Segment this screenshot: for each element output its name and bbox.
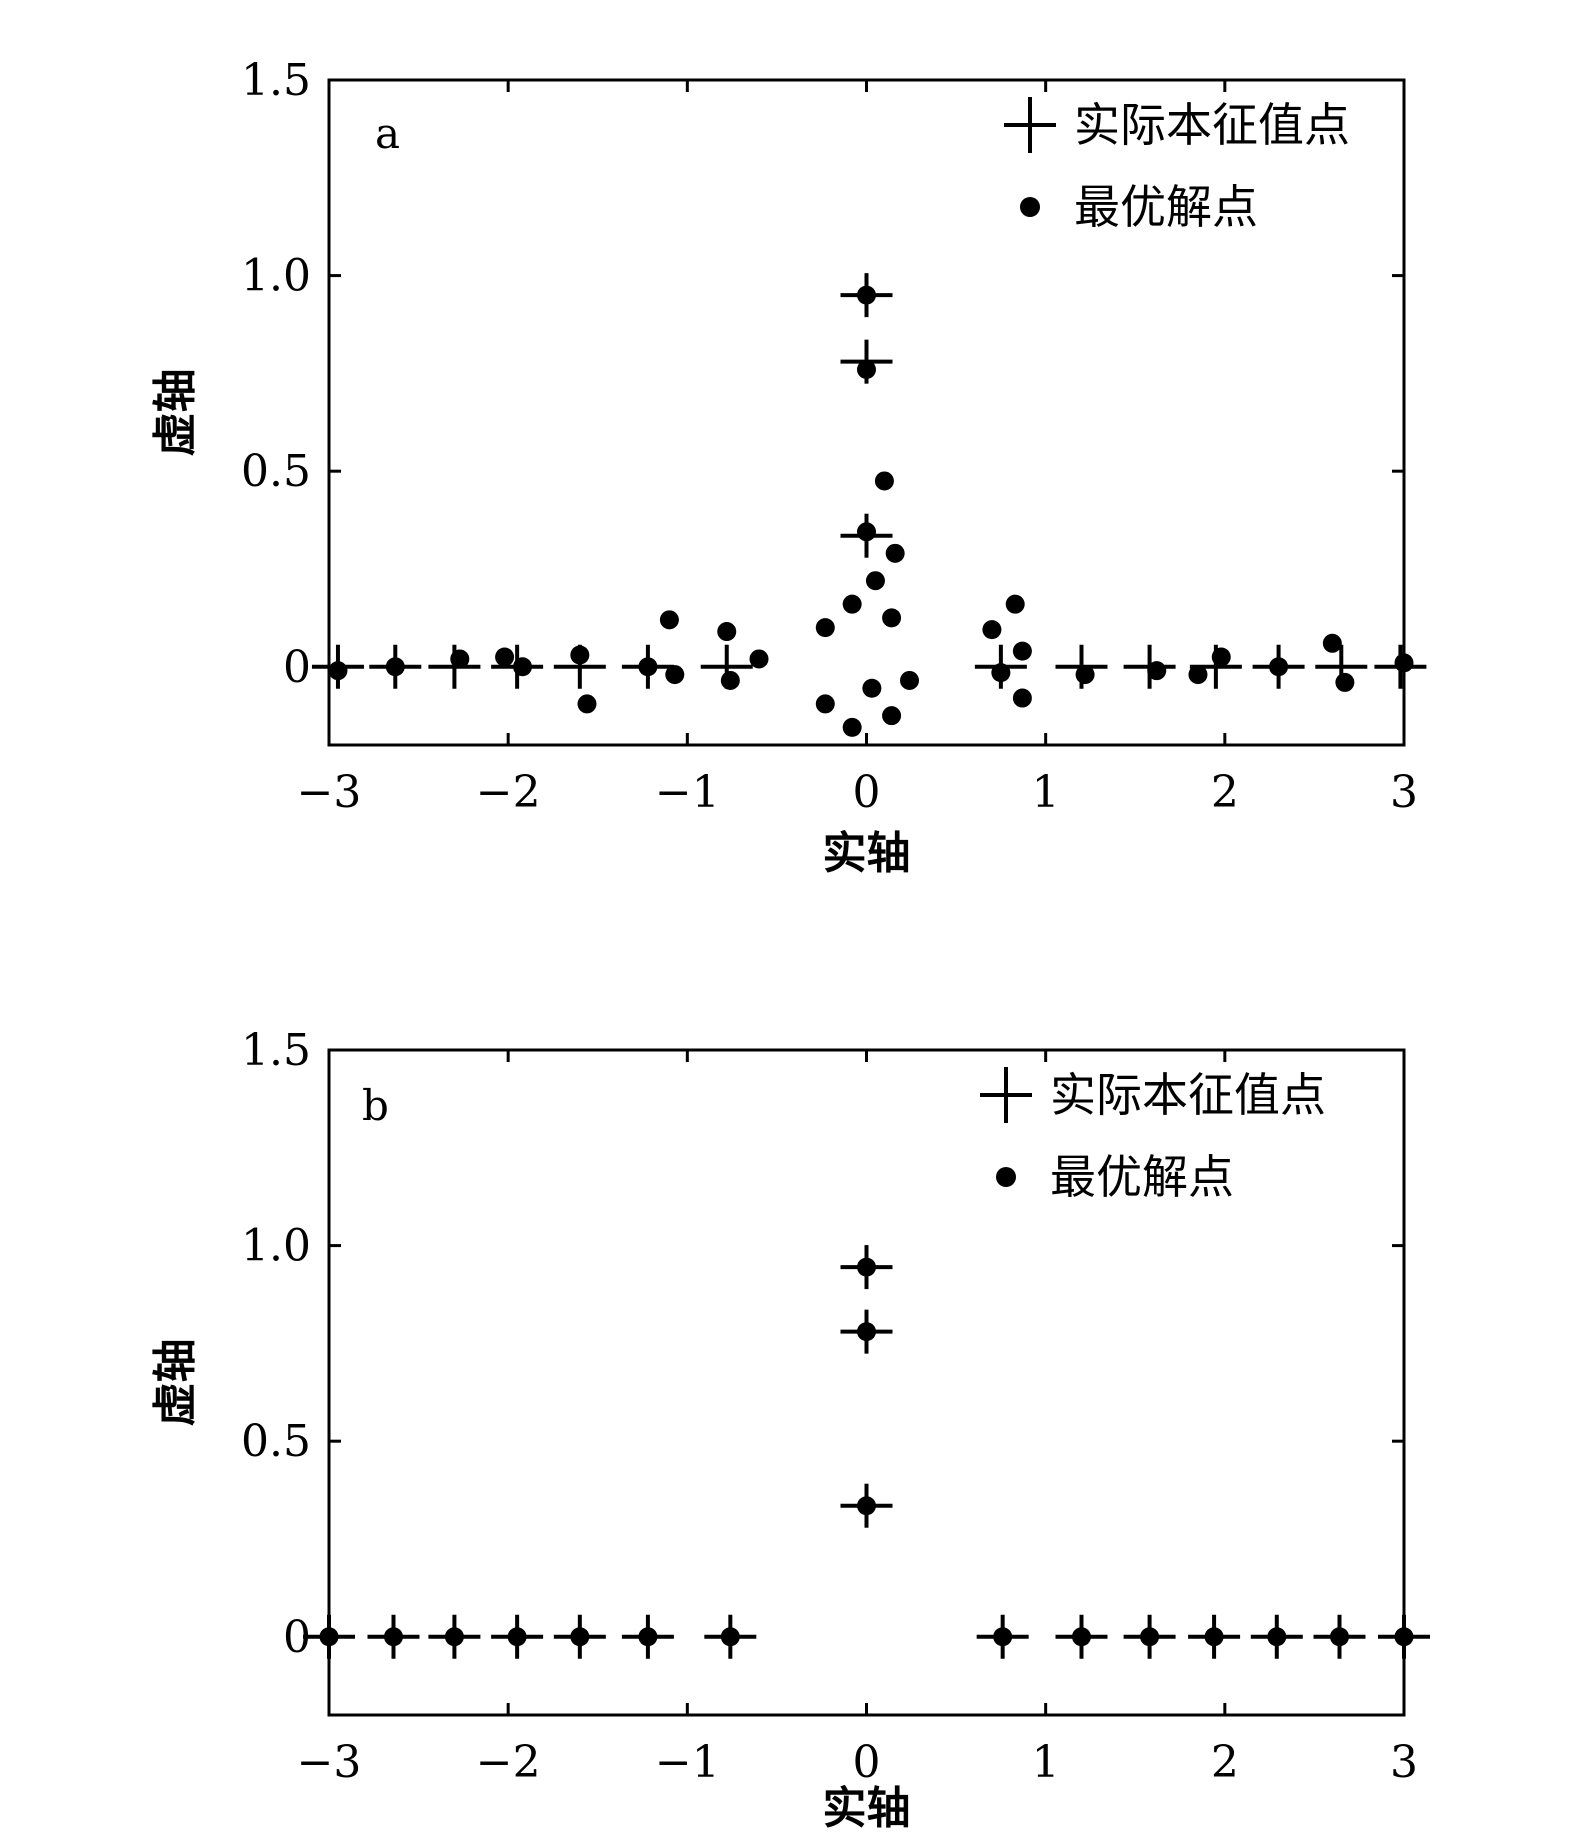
- optimal-solution-dot: [857, 1496, 876, 1516]
- optimal-solution-dot: [1267, 1627, 1287, 1647]
- x-tick-label: −2: [476, 1737, 541, 1788]
- panel-label: b: [362, 1081, 389, 1130]
- optimal-solution-dot: [1072, 1627, 1091, 1647]
- optimal-solution-dot: [1188, 665, 1208, 685]
- optimal-solution-dot: [1335, 672, 1355, 692]
- optimal-solution-dot: [857, 1322, 876, 1342]
- legend-label-optimal: 最优解点: [1050, 1150, 1234, 1204]
- optimal-solution-dot: [862, 678, 882, 698]
- x-tick-label: −3: [297, 767, 362, 818]
- y-tick-label: 0: [283, 642, 311, 693]
- optimal-solution-dot: [1269, 657, 1289, 677]
- optimal-solution-dot: [1005, 594, 1025, 614]
- optimal-solution-dot: [665, 665, 685, 685]
- optimal-solution-dot: [857, 522, 876, 542]
- optimal-solution-dot: [319, 1627, 339, 1647]
- optimal-solution-dot: [874, 471, 894, 491]
- optimal-solution-dot: [1012, 641, 1032, 661]
- optimal-solution-dot: [749, 649, 769, 669]
- optimal-solution-dot: [1330, 1627, 1349, 1647]
- optimal-solution-dot: [882, 608, 902, 628]
- x-axis-title: 实轴: [823, 828, 911, 879]
- optimal-solution-dot: [717, 622, 737, 642]
- y-tick-label: 1.5: [241, 1025, 311, 1076]
- legend-label-eigenvalue: 实际本征值点: [1074, 98, 1350, 152]
- legend-dot: [996, 1167, 1016, 1187]
- optimal-solution-dot: [1147, 661, 1167, 681]
- optimal-solution-dot: [570, 645, 590, 665]
- x-tick-label: 0: [853, 1737, 881, 1788]
- x-tick-label: 1: [1032, 1737, 1060, 1788]
- y-tick-label: 0.5: [241, 1416, 311, 1467]
- legend-dot: [1020, 197, 1040, 217]
- optimal-solution-dot: [991, 663, 1011, 683]
- panel-label: a: [375, 109, 400, 158]
- x-tick-label: −3: [297, 1737, 362, 1788]
- optimal-solution-dot: [1394, 1627, 1414, 1647]
- optimal-solution-dot: [1322, 633, 1342, 653]
- optimal-solution-dot: [1140, 1627, 1160, 1647]
- optimal-solution-dot: [659, 610, 679, 630]
- optimal-solution-dot: [385, 657, 405, 677]
- optimal-solution-dot: [1394, 653, 1414, 673]
- x-tick-label: −1: [655, 767, 720, 818]
- optimal-solution-dot: [815, 694, 835, 714]
- optimal-solution-dot: [495, 647, 515, 667]
- optimal-solution-dot: [857, 359, 876, 379]
- y-tick-label: 1.0: [241, 251, 311, 302]
- optimal-solution-dot: [570, 1627, 590, 1647]
- optimal-solution-dot: [638, 657, 658, 677]
- optimal-solution-dot: [450, 649, 470, 669]
- optimal-solution-dot: [982, 620, 1002, 640]
- legend-label-eigenvalue: 实际本征值点: [1050, 1068, 1326, 1122]
- optimal-solution-dot: [1012, 688, 1032, 708]
- optimal-solution-dot: [842, 717, 862, 737]
- optimal-solution-dot: [993, 1627, 1013, 1647]
- y-axis-title: 虚轴: [150, 1339, 201, 1427]
- optimal-solution-dot: [507, 1627, 527, 1647]
- y-tick-label: 1.5: [241, 55, 311, 106]
- optimal-solution-dot: [857, 1257, 876, 1277]
- x-tick-label: 2: [1211, 1737, 1239, 1788]
- x-tick-label: −1: [655, 1737, 720, 1788]
- optimal-solution-dot: [1075, 665, 1095, 685]
- x-tick-label: 3: [1390, 767, 1418, 818]
- optimal-solution-dot: [720, 670, 740, 690]
- y-axis-title: 虚轴: [150, 369, 201, 457]
- y-tick-label: 1.0: [241, 1221, 311, 1272]
- x-tick-label: 2: [1211, 767, 1239, 818]
- optimal-solution-dot: [577, 694, 597, 714]
- optimal-solution-dot: [513, 657, 532, 677]
- plot-frame: [327, 1048, 1406, 1717]
- x-tick-label: 3: [1390, 1737, 1418, 1788]
- optimal-solution-dot: [882, 706, 902, 726]
- optimal-solution-dot: [1211, 647, 1231, 667]
- optimal-solution-dot: [720, 1627, 740, 1647]
- optimal-solution-dot: [384, 1627, 403, 1647]
- x-axis-title: 实轴: [823, 1783, 911, 1834]
- optimal-solution-dot: [1204, 1627, 1224, 1647]
- optimal-solution-dot: [815, 618, 835, 638]
- optimal-solution-dot: [638, 1627, 658, 1647]
- optimal-solution-dot: [842, 594, 862, 614]
- legend-label-optimal: 最优解点: [1074, 180, 1258, 234]
- x-tick-label: 0: [853, 767, 881, 818]
- optimal-solution-dot: [444, 1627, 464, 1647]
- x-tick-label: −2: [476, 767, 541, 818]
- optimal-solution-dot: [900, 670, 919, 690]
- optimal-solution-dot: [328, 661, 348, 681]
- optimal-solution-dot: [857, 285, 876, 305]
- x-tick-label: 1: [1032, 767, 1060, 818]
- optimal-solution-dot: [865, 571, 885, 591]
- optimal-solution-dot: [885, 543, 905, 563]
- y-tick-label: 0.5: [241, 446, 311, 497]
